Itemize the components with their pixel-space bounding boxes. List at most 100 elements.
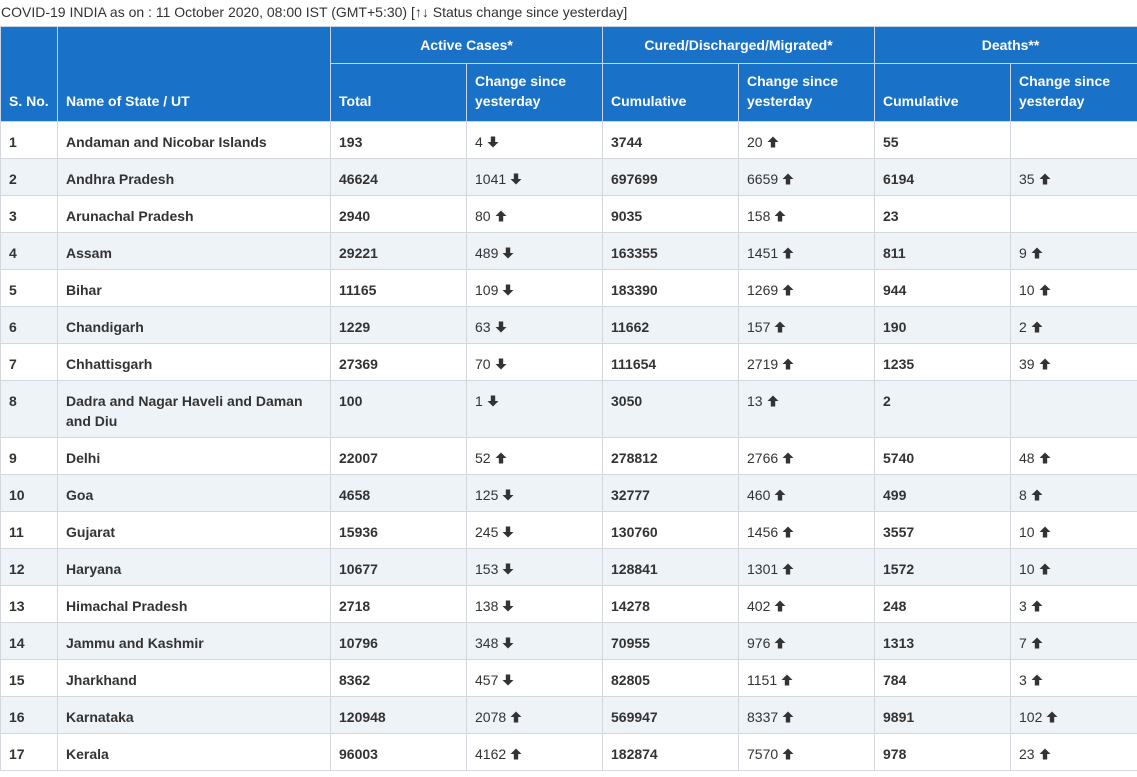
cell-active-change: 4162	[466, 733, 603, 771]
cell-deaths-change-value: 2	[1019, 319, 1027, 335]
table-row: 6 Chandigarh 1229 63 11662 157 190 2	[0, 306, 1137, 344]
cell-state-name: Delhi	[57, 437, 331, 475]
arrow-up-icon	[774, 318, 786, 338]
cell-sno: 3	[0, 195, 58, 233]
cell-cured-change-value: 8337	[747, 709, 779, 725]
arrow-down-icon	[487, 133, 499, 153]
cell-cured-change-value: 402	[747, 598, 771, 614]
table-row: 17 Kerala 96003 4162 182874 7570 978 23	[0, 733, 1137, 771]
cell-cured-change-value: 1301	[747, 561, 779, 577]
header-active-total[interactable]: Total	[330, 63, 467, 122]
cell-active-total: 8362	[330, 659, 467, 697]
arrow-down-icon	[502, 671, 514, 691]
cell-cured-cumulative: 182874	[602, 733, 739, 771]
cell-cured-change: 13	[737, 380, 876, 438]
cell-cured-cumulative: 278812	[602, 437, 739, 475]
cell-active-change: 1041	[466, 158, 603, 196]
arrow-up-icon	[774, 207, 786, 227]
header-deaths-change[interactable]: Change since yesterday	[1010, 63, 1137, 122]
table-row: 3 Arunachal Pradesh 2940 80 9035 158 23	[0, 195, 1137, 233]
cell-active-change-value: 70	[475, 356, 491, 372]
cell-deaths-change: 8	[1010, 474, 1137, 512]
arrow-up-icon	[782, 708, 794, 728]
cell-cured-cumulative: 111654	[602, 343, 739, 381]
cell-active-change: 2078	[466, 696, 603, 734]
cell-active-change: 125	[466, 474, 603, 512]
header-sno[interactable]: S. No.	[0, 26, 58, 122]
cell-deaths-change: 7	[1010, 622, 1137, 660]
cell-active-change-value: 4162	[475, 746, 507, 762]
cell-active-total: 27369	[330, 343, 467, 381]
cell-state-name: Andaman and Nicobar Islands	[57, 121, 331, 159]
cell-state-name: Chhattisgarh	[57, 343, 331, 381]
cell-deaths-change	[1010, 380, 1137, 438]
cell-state-name: Goa	[57, 474, 331, 512]
arrow-up-icon	[774, 486, 786, 506]
cell-state-name: Assam	[57, 232, 331, 270]
cell-active-total: 96003	[330, 733, 467, 771]
cell-cured-change: 1269	[737, 269, 876, 307]
cell-deaths-change: 23	[1010, 733, 1137, 771]
cell-sno: 6	[0, 306, 58, 344]
cell-state-name: Gujarat	[57, 511, 331, 549]
arrow-up-icon	[510, 745, 522, 765]
cell-active-total: 10796	[330, 622, 467, 660]
cell-sno: 11	[0, 511, 58, 549]
cell-active-change-value: 1	[475, 393, 483, 409]
cell-deaths-change	[1010, 121, 1137, 159]
cell-active-total: 1229	[330, 306, 467, 344]
table-row: 11 Gujarat 15936 245 130760 1456 3557 10	[0, 511, 1137, 549]
arrow-down-icon	[502, 486, 514, 506]
cell-deaths-cumulative: 3557	[874, 511, 1012, 549]
cell-state-name: Jammu and Kashmir	[57, 622, 331, 660]
cell-sno: 9	[0, 437, 58, 475]
cell-deaths-change-value: 35	[1019, 171, 1035, 187]
cell-active-change-value: 1041	[475, 171, 507, 187]
cell-active-change-value: 125	[475, 487, 499, 503]
cell-deaths-cumulative: 499	[874, 474, 1012, 512]
arrow-up-icon	[1039, 560, 1051, 580]
header-state-name[interactable]: Name of State / UT	[57, 26, 331, 122]
cell-cured-change: 157	[737, 306, 876, 344]
arrow-up-icon	[1031, 634, 1043, 654]
cell-cured-change-value: 460	[747, 487, 771, 503]
cell-cured-cumulative: 128841	[602, 548, 739, 586]
arrow-up-icon	[1039, 355, 1051, 375]
header-active-change[interactable]: Change since yesterday	[466, 63, 603, 122]
cell-active-change-value: 348	[475, 635, 499, 651]
cell-cured-cumulative: 32777	[602, 474, 739, 512]
arrow-down-icon	[510, 170, 522, 190]
cell-deaths-cumulative: 978	[874, 733, 1012, 771]
cell-cured-change: 1151	[737, 659, 876, 697]
cell-active-total: 100	[330, 380, 467, 438]
arrow-up-icon	[1039, 523, 1051, 543]
cell-sno: 12	[0, 548, 58, 586]
cell-deaths-cumulative: 811	[874, 232, 1012, 270]
cell-active-change-value: 63	[475, 319, 491, 335]
header-cured-cumulative[interactable]: Cumulative	[602, 63, 739, 122]
arrow-up-icon	[781, 671, 793, 691]
arrow-up-icon	[782, 560, 794, 580]
cell-active-change: 153	[466, 548, 603, 586]
cell-cured-change-value: 2719	[747, 356, 779, 372]
cell-active-total: 46624	[330, 158, 467, 196]
cell-active-change: 245	[466, 511, 603, 549]
cell-cured-cumulative: 14278	[602, 585, 739, 623]
cell-active-total: 4658	[330, 474, 467, 512]
cell-deaths-cumulative: 6194	[874, 158, 1012, 196]
header-deaths: Deaths**	[874, 26, 1137, 64]
cell-active-change-value: 4	[475, 134, 483, 150]
arrow-down-icon	[487, 392, 499, 412]
cell-deaths-change-value: 23	[1019, 746, 1035, 762]
cell-sno: 13	[0, 585, 58, 623]
arrow-up-icon	[1031, 597, 1043, 617]
header-deaths-cumulative[interactable]: Cumulative	[874, 63, 1012, 122]
cell-deaths-cumulative: 784	[874, 659, 1012, 697]
table-row: 2 Andhra Pradesh 46624 1041 697699 6659 6194 35	[0, 158, 1137, 196]
arrow-up-icon	[782, 355, 794, 375]
cell-state-name: Andhra Pradesh	[57, 158, 331, 196]
cell-deaths-cumulative: 1235	[874, 343, 1012, 381]
cell-deaths-change-value: 102	[1019, 709, 1043, 725]
arrow-up-icon	[1039, 745, 1051, 765]
header-cured-change[interactable]: Change since yesterday	[737, 63, 876, 122]
